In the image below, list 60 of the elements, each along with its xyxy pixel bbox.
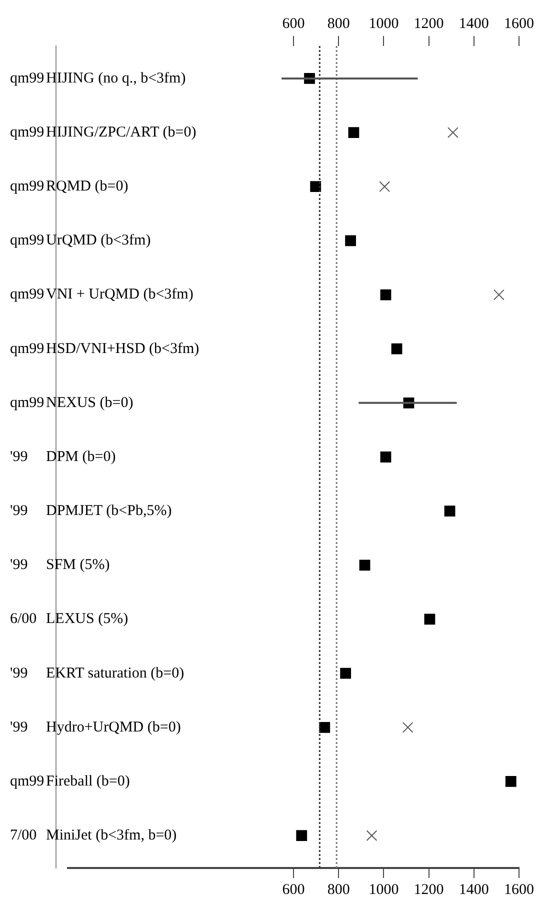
- x2-tick-label: 1600: [504, 882, 534, 898]
- y-tick-label: DPMJET (b<Pb,5%): [46, 503, 172, 520]
- x-tick-label: 600: [282, 16, 305, 32]
- point: [296, 830, 308, 842]
- x2-tick-label: 1200: [414, 882, 444, 898]
- y-tick-label: HIJING (no q., b<3fm): [46, 70, 186, 86]
- text: '99: [10, 448, 28, 465]
- text: 6/00: [10, 611, 37, 628]
- point: [444, 506, 456, 517]
- text: qm99: [10, 394, 44, 411]
- point: [340, 668, 352, 679]
- y-tick-label: HSD/VNI+HSD (b<3fm): [46, 340, 200, 357]
- point: [380, 452, 392, 462]
- point: [505, 776, 516, 787]
- text: qm99: [10, 773, 44, 790]
- point: [424, 614, 436, 625]
- y-tick-label: Hydro+UrQMD (b=0): [46, 719, 181, 736]
- x-tick-label: 1400: [458, 16, 489, 32]
- y-tick-label: SFM (5%): [46, 557, 110, 574]
- point: [359, 560, 370, 571]
- y-tick-label: DPM (b=0): [46, 448, 116, 465]
- y-tick-label: LEXUS (5%): [46, 611, 128, 628]
- text: '99: [10, 503, 28, 520]
- x-tick-label: 1600: [504, 16, 534, 32]
- x2-tick-label: 600: [282, 882, 305, 898]
- x2-tick-label: 800: [327, 882, 350, 898]
- text: qm99: [10, 286, 44, 303]
- point: [379, 181, 390, 192]
- x2-tick-label: 1400: [458, 882, 489, 898]
- point: [447, 127, 458, 138]
- y-tick-label: Fireball (b=0): [46, 773, 130, 790]
- y-tick-label: HIJING/ZPC/ART (b=0): [46, 124, 196, 140]
- text: '99: [10, 557, 28, 574]
- text: qm99: [10, 232, 44, 249]
- y-tick-label: NEXUS (b=0): [46, 394, 134, 411]
- point: [391, 343, 402, 354]
- x-tick-label: 1200: [414, 16, 444, 32]
- point: [345, 235, 356, 246]
- y-tick-label: EKRT saturation (b=0): [46, 665, 184, 682]
- text: '99: [10, 665, 28, 682]
- y-tick-label: MiniJet (b<3fm, b=0): [46, 827, 177, 844]
- point: [402, 722, 414, 733]
- text: qm99: [10, 178, 44, 195]
- y-tick-label: UrQMD (b<3fm): [46, 232, 151, 249]
- text: 7/00: [10, 827, 37, 844]
- text: qm99: [10, 70, 44, 86]
- y-tick-label: VNI + UrQMD (b<3fm): [46, 286, 194, 303]
- point: [380, 289, 392, 300]
- y-tick-label: RQMD (b=0): [46, 178, 128, 195]
- text: qm99: [10, 340, 44, 357]
- point: [319, 722, 330, 733]
- point: [366, 830, 378, 842]
- point: [493, 289, 504, 300]
- x-tick-label: 1000: [368, 16, 399, 32]
- text: qm99: [10, 124, 44, 140]
- x2-tick-label: 1000: [368, 882, 399, 898]
- x-tick-label: 800: [327, 16, 350, 32]
- point: [348, 127, 360, 138]
- point: [310, 181, 322, 192]
- text: '99: [10, 719, 28, 736]
